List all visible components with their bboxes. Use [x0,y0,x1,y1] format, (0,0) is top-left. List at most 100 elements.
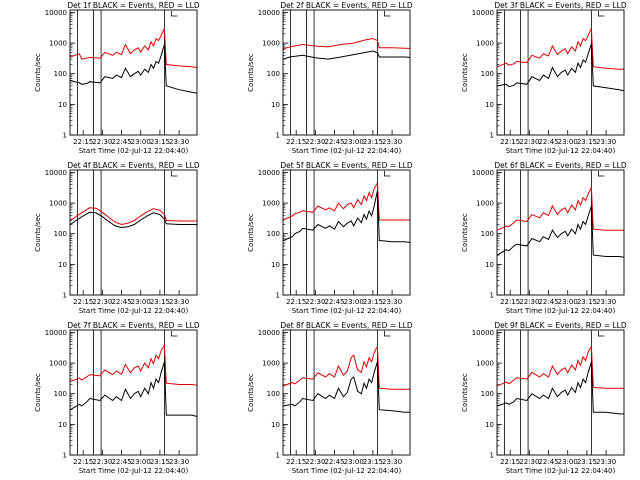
y-tick-label: 1000 [49,40,67,48]
y-axis-label: Counts/sec [247,213,255,252]
panel-title: Det 2f BLACK = Events, RED = LLD [280,1,413,10]
y-tick-label: 10 [271,261,280,269]
x-tick-label: 23:30 [596,298,616,306]
x-tick-label: 23:15 [577,298,597,306]
x-tick-label: 22:45 [111,298,131,306]
x-tick-label: 23:00 [344,298,364,306]
x-tick-label: 22:45 [538,298,558,306]
y-tick-label: 1 [276,132,280,140]
lld-rate-line [497,344,624,389]
y-axis-label: Counts/sec [461,373,469,412]
x-tick-label: 23:30 [382,298,402,306]
x-tick-label: 23:00 [131,458,151,466]
bracket-mark [171,331,178,337]
y-tick-label: 100 [267,390,280,398]
lld-rate-line [283,38,411,50]
y-tick-label: 100 [54,70,67,78]
x-tick-label: 23:30 [169,298,189,306]
panel-title: Det 9f BLACK = Events, RED = LLD [494,321,627,330]
x-tick-label: 22:45 [538,138,558,146]
y-tick-label: 10 [485,101,494,109]
y-tick-label: 10 [485,261,494,269]
x-tick-label: 23:30 [596,138,616,146]
x-axis-label: Start Time (02-Jul-12 22:04:40) [506,467,616,475]
x-tick-label: 23:15 [150,138,170,146]
y-tick-label: 1000 [262,40,280,48]
y-axis-label: Counts/sec [34,53,42,92]
y-tick-label: 1000 [49,360,67,368]
y-tick-label: 1 [276,292,280,300]
x-tick-label: 22:30 [519,138,539,146]
x-tick-label: 22:15 [500,138,520,146]
x-tick-label: 23:15 [363,138,383,146]
y-tick-label: 1 [276,452,280,460]
panel-det-6: 1 10 100 1000 10000 22:1522:3022:4523:0023:15… [461,161,627,315]
x-tick-label: 23:00 [131,298,151,306]
x-tick-label: 22:30 [305,298,325,306]
x-tick-label: 22:15 [500,298,520,306]
x-axis-label: Start Time (02-Jul-12 22:04:40) [79,307,189,315]
y-tick-label: 100 [54,390,67,398]
y-tick-label: 10 [58,421,67,429]
x-tick-label: 22:45 [324,458,344,466]
plot-frame [496,169,625,296]
plot-frame [69,329,198,456]
x-axis-label: Start Time (02-Jul-12 22:04:40) [292,467,402,475]
events-rate-line [70,361,198,417]
y-tick-label: 10000 [472,9,494,17]
y-tick-label: 1000 [49,200,67,208]
y-axis-label: Counts/sec [247,373,255,412]
x-tick-label: 23:15 [577,138,597,146]
x-tick-label: 22:15 [500,458,520,466]
panel-title: Det 3f BLACK = Events, RED = LLD [494,1,627,10]
y-tick-label: 1000 [262,360,280,368]
y-tick-label: 1000 [476,360,494,368]
panel-title: Det 5f BLACK = Events, RED = LLD [280,161,413,170]
x-tick-label: 23:00 [131,138,151,146]
panel-det-1: 1 10 100 1000 10000 22:1522:3022:4523:0023:15… [34,1,200,155]
x-tick-label: 23:00 [558,138,578,146]
y-tick-label: 10000 [258,169,280,177]
x-tick-label: 22:45 [324,298,344,306]
y-tick-label: 100 [267,70,280,78]
events-rate-line [283,50,411,60]
y-tick-label: 10 [58,101,67,109]
x-tick-label: 23:15 [363,298,383,306]
x-tick-label: 22:15 [73,458,93,466]
y-tick-label: 1 [63,292,67,300]
y-tick-label: 10 [271,421,280,429]
plot-frame [282,329,411,456]
x-axis-label: Start Time (02-Jul-12 22:04:40) [79,147,189,155]
y-tick-label: 100 [267,230,280,238]
y-tick-label: 1000 [262,200,280,208]
x-tick-label: 22:30 [305,138,325,146]
x-tick-label: 23:30 [169,138,189,146]
bracket-mark [598,11,605,17]
events-rate-line [283,190,411,243]
y-tick-label: 100 [481,70,494,78]
x-axis-label: Start Time (02-Jul-12 22:04:40) [506,307,616,315]
panel-det-8: 1 10 100 1000 10000 22:1522:3022:4523:0023:15… [247,321,413,475]
x-tick-label: 23:30 [596,458,616,466]
y-tick-label: 100 [481,230,494,238]
events-rate-line [283,361,410,413]
y-axis-label: Counts/sec [34,373,42,412]
y-tick-label: 1000 [476,200,494,208]
y-tick-label: 10000 [258,9,280,17]
y-axis-label: Counts/sec [461,213,469,252]
bracket-mark [171,11,178,17]
x-tick-label: 22:15 [73,138,93,146]
x-tick-label: 23:00 [344,458,364,466]
y-tick-label: 10 [58,261,67,269]
x-tick-label: 23:15 [150,458,170,466]
plot-frame [282,169,411,296]
x-tick-label: 22:45 [538,458,558,466]
panel-det-5: 1 10 100 1000 10000 22:1522:3022:4523:0023:15… [247,161,413,315]
y-axis-label: Counts/sec [34,213,42,252]
x-tick-label: 22:45 [111,458,131,466]
x-tick-label: 23:00 [558,298,578,306]
x-axis-label: Start Time (02-Jul-12 22:04:40) [506,147,616,155]
panel-det-9: 1 10 100 1000 10000 22:1522:3022:4523:0023:15… [461,321,627,475]
x-tick-label: 22:30 [92,458,112,466]
y-tick-label: 10 [485,421,494,429]
